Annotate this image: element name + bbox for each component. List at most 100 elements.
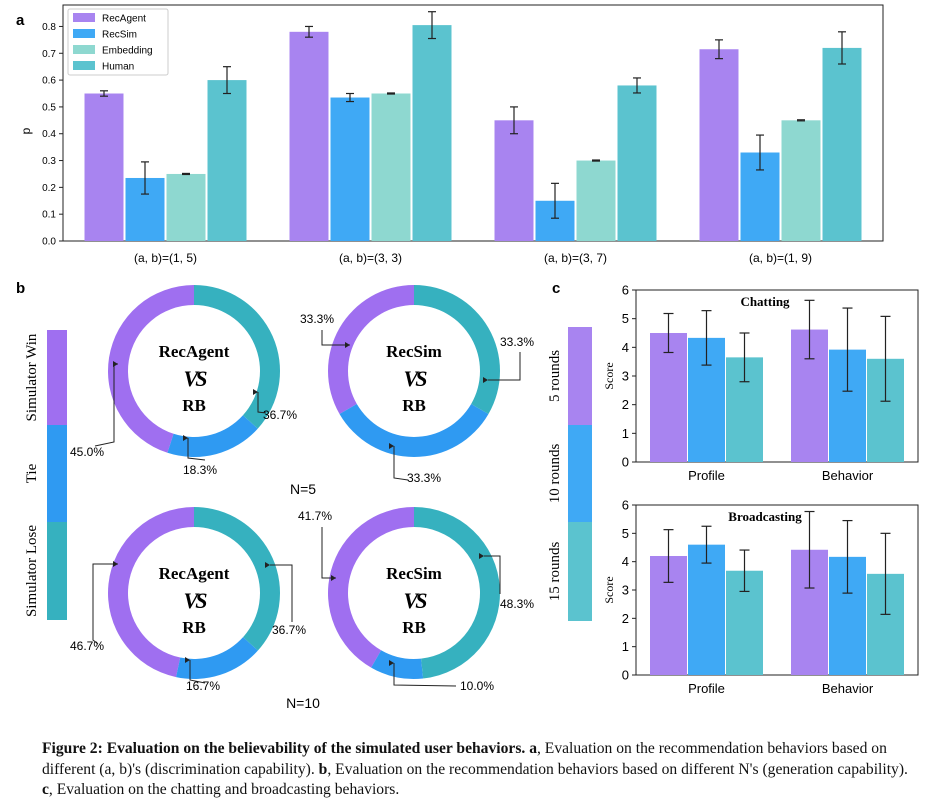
donut-title: RecAgent — [159, 342, 230, 361]
c-ytick-label: 0 — [622, 455, 629, 470]
a-ytick-label: 0.2 — [42, 183, 56, 194]
c-legend-label: 15 rounds — [547, 542, 563, 602]
a-ytick-label: 0.4 — [42, 129, 56, 140]
donut-recagent-n10: 46.7% 16.7% 36.7% RecAgent VS RB — [70, 507, 306, 693]
a-bar-embedding — [166, 173, 206, 241]
b-legend-segment — [47, 330, 67, 425]
a-legend-label: Human — [102, 62, 134, 73]
a-bar-human — [412, 25, 452, 242]
donut-slice-label: 48.3% — [500, 597, 534, 611]
panel-c-legend: 5 rounds 10 rounds 15 rounds — [547, 327, 592, 621]
a-legend-swatch — [73, 13, 95, 22]
c-xtick-label: Profile — [688, 681, 725, 696]
donut-subtitle: RB — [402, 618, 426, 637]
c-xtick-label: Behavior — [822, 681, 874, 696]
panel-a-legend: RecAgent RecSim Embedding Human — [67, 8, 169, 76]
donut-slice-simulator-lose — [414, 285, 500, 414]
b-legend-segment — [47, 425, 67, 522]
panel-a-ylabel: p — [19, 127, 33, 134]
n5-label: N=5 — [290, 481, 316, 497]
c-xtick-label: Profile — [688, 468, 725, 483]
donut-leader-arrow — [331, 575, 336, 581]
donut-slice-simulator-lose — [194, 507, 280, 651]
donut-slice-label: 16.7% — [186, 679, 220, 693]
donut-slice-label: 41.7% — [298, 509, 332, 523]
panel-b: b Simulator Win Tie Simulator Lose 45.0% 18… — [16, 280, 534, 711]
panel-a-xlabels: (a, b)=(1, 5) (a, b)=(3, 3) (a, b)=(3, 7) (… — [134, 251, 812, 265]
a-ytick-label: 0.6 — [42, 76, 56, 87]
a-ytick-label: 0.8 — [42, 22, 56, 33]
c-ylabel: Score — [602, 576, 616, 603]
donut-leader-line — [321, 330, 350, 346]
caption-a-key: a — [529, 740, 537, 757]
caption-b-key: b — [318, 760, 328, 778]
c-bar — [650, 333, 687, 462]
donut-slice-label: 33.3% — [300, 312, 334, 326]
b-legend-label: Simulator Lose — [24, 525, 40, 617]
donut-title: RecSim — [386, 342, 442, 361]
panel-c-label: c — [552, 280, 560, 297]
c-xtick-label: Behavior — [822, 468, 874, 483]
a-xtick-label: (a, b)=(1, 9) — [749, 251, 812, 265]
b-legend-segment — [47, 522, 67, 620]
donut-subtitle: RB — [182, 618, 206, 637]
donut-slice-simulator-win — [328, 507, 414, 668]
c-legend-label: 10 rounds — [547, 444, 563, 504]
donut-slice-simulator-win — [108, 285, 194, 453]
donut-leader-line — [187, 438, 206, 461]
panel-a-bars — [84, 11, 862, 242]
c-ytick-label: 2 — [622, 397, 629, 412]
donut-slice-simulator-win — [328, 285, 414, 414]
donut-leader-arrow — [483, 377, 488, 383]
panel-b-label: b — [16, 280, 25, 297]
donut-leader-arrow — [113, 561, 118, 567]
panel-a-frame — [62, 4, 884, 242]
c-chart-title: Chatting — [740, 294, 790, 309]
donut-slice-label: 18.3% — [183, 463, 217, 477]
panel-a-label: a — [16, 12, 25, 29]
donut-leader-line — [484, 555, 501, 594]
a-bar-recagent — [289, 31, 329, 242]
a-legend-label: RecAgent — [102, 14, 146, 25]
a-bar-human — [617, 85, 657, 241]
a-ytick-label: 0.7 — [42, 49, 56, 60]
donut-subtitle: RB — [182, 396, 206, 415]
donut-slice-label: 36.7% — [263, 408, 297, 422]
donut-recagent-n5: 45.0% 18.3% 36.7% RecAgent VS RB — [70, 285, 297, 477]
donut-slice-tie — [339, 404, 489, 457]
a-legend-label: RecSim — [102, 30, 137, 41]
a-legend-swatch — [73, 45, 95, 54]
a-ytick-label: 0.3 — [42, 156, 56, 167]
panel-b-legend: Simulator Win Tie Simulator Lose — [24, 330, 67, 620]
c-ytick-label: 1 — [622, 639, 629, 654]
a-bar-embedding — [576, 160, 616, 241]
c-chart-chatting: 0 1 2 3 4 5 6 Score Chatting Profile Behavior — [602, 283, 919, 483]
a-bar-embedding — [371, 93, 411, 241]
panel-a: a p 0.0 0.1 0.2 0.3 0.4 0.5 0.6 0.7 0.8 (a, b)=(… — [16, 4, 884, 265]
c-ytick-label: 2 — [622, 611, 629, 626]
donut-slice-label: 45.0% — [70, 445, 104, 459]
a-bar-human — [822, 47, 862, 242]
a-bar-human — [207, 80, 247, 241]
c-legend-segment — [568, 327, 592, 425]
donut-slice-label: 10.0% — [460, 679, 494, 693]
donut-slice-simulator-lose — [414, 507, 501, 679]
donut-leader-arrow — [389, 660, 394, 666]
c-ytick-label: 5 — [622, 311, 629, 326]
caption-label: Figure 2: — [42, 740, 103, 757]
a-ytick-label: 0.5 — [42, 102, 56, 113]
panel-a-yticks: 0.0 0.1 0.2 0.3 0.4 0.5 0.6 0.7 0.8 — [42, 22, 63, 248]
donut-leader-line — [257, 392, 267, 414]
caption-a-text: , Evaluation on the recommendation behav… — [42, 740, 887, 778]
a-bar-recagent — [84, 93, 124, 241]
c-legend-segment — [568, 522, 592, 621]
b-legend-label: Simulator Win — [24, 333, 40, 421]
donut-subtitle: RB — [402, 396, 426, 415]
donut-slice-tie — [176, 637, 258, 679]
a-bar-recagent — [699, 49, 739, 241]
caption-c-key: c — [42, 781, 49, 798]
donut-recsim-n5: 33.3% 33.3% 33.3% RecSim VS RB — [300, 285, 534, 485]
donut-slice-tie — [371, 650, 424, 679]
a-legend-box — [67, 8, 169, 76]
a-xtick-label: (a, b)=(3, 3) — [339, 251, 402, 265]
